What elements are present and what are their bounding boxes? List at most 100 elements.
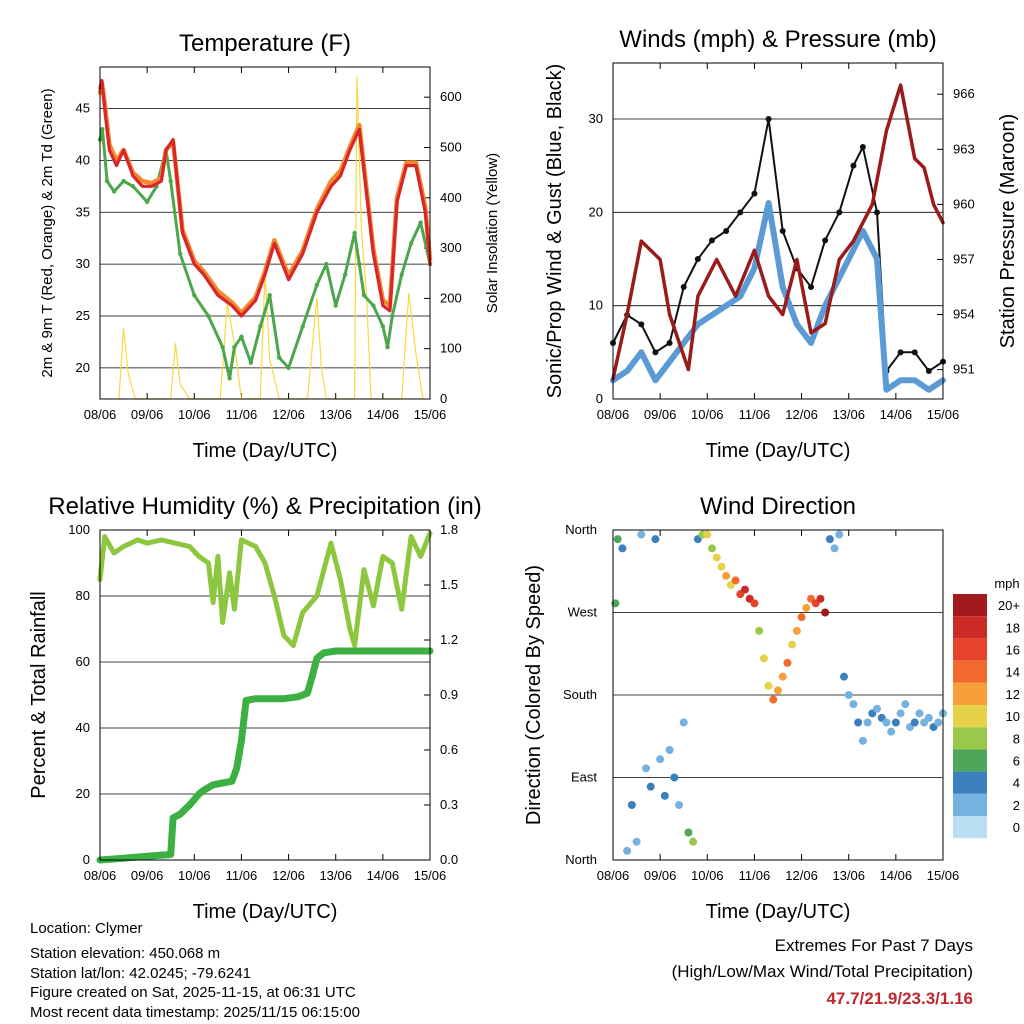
x-tick-label: 13/06 <box>832 407 865 422</box>
x-tick-label: 14/06 <box>880 868 913 883</box>
direction-point <box>613 535 622 544</box>
dewpoint-point <box>408 241 414 246</box>
y2-tick-label: 0 <box>440 391 447 406</box>
dewpoint-point <box>286 365 291 371</box>
gust-point <box>822 237 829 244</box>
direction-point <box>901 700 910 709</box>
direction-point <box>778 672 787 681</box>
x-tick-label: 13/06 <box>319 407 352 422</box>
direction-point <box>764 681 773 690</box>
dewpoint-point <box>248 360 254 365</box>
dewpoint-point <box>399 272 404 277</box>
direction-point <box>792 626 801 635</box>
direction-point <box>887 727 896 736</box>
chart-title: Wind Direction <box>700 493 856 520</box>
y-tick-label: 100 <box>68 522 90 537</box>
y-tick-label: 40 <box>76 720 90 735</box>
direction-point <box>618 544 627 553</box>
y-tick-label: West <box>568 605 598 620</box>
dewpoint-point <box>130 184 136 189</box>
legend-swatch <box>953 727 987 750</box>
dewpoint-point <box>418 220 423 225</box>
precipitation-line <box>96 647 434 864</box>
dewpoint-point <box>144 199 150 205</box>
direction-point <box>665 746 674 754</box>
dewpoint-point <box>121 178 126 184</box>
gust-point <box>723 228 730 234</box>
x-tick-label: 15/06 <box>927 407 960 422</box>
legend-label: 4 <box>1013 776 1020 791</box>
direction-point <box>708 544 716 553</box>
y-tick-label: 35 <box>76 204 90 219</box>
direction-point <box>717 562 726 571</box>
direction-point <box>769 695 778 704</box>
y-tick-label: 40 <box>76 152 90 167</box>
legend-swatch <box>953 705 987 728</box>
direction-point <box>849 700 858 709</box>
dewpoint-point <box>111 189 117 194</box>
direction-point <box>863 718 872 727</box>
x-tick-label: 12/06 <box>785 868 818 883</box>
x-tick-label: 09/06 <box>131 407 164 422</box>
y-axis-label: Sonic/Prop Wind & Gust (Blue, Black) <box>544 64 566 399</box>
legend-swatch <box>953 749 987 772</box>
direction-point <box>731 576 740 585</box>
gust-point <box>779 228 786 234</box>
direction-point <box>750 599 759 608</box>
legend-label: 18 <box>1006 620 1020 635</box>
y2-tick-label: 0.3 <box>440 797 458 812</box>
dewpoint-point <box>168 178 173 184</box>
y-tick-label: 0 <box>83 852 90 867</box>
direction-point <box>844 691 853 699</box>
direction-point <box>722 571 731 580</box>
gust-point <box>666 340 673 346</box>
direction-point <box>802 603 811 612</box>
direction-point <box>797 613 806 622</box>
direction-point <box>675 801 683 809</box>
y2-tick-label: 966 <box>953 86 975 101</box>
dewpoint-point <box>192 293 197 298</box>
direction-point <box>858 736 867 745</box>
legend-label: 16 <box>1006 643 1020 658</box>
x-tick-label: 10/06 <box>178 868 211 883</box>
plot-frame <box>612 529 944 861</box>
y2-tick-label: 400 <box>440 190 462 205</box>
x-axis-label: Time (Day/UTC) <box>706 901 851 923</box>
y-tick-label: North <box>565 522 597 537</box>
direction-point <box>934 718 943 727</box>
dewpoint-point <box>100 127 105 132</box>
legend-label: 6 <box>1013 754 1020 769</box>
legend-label: 8 <box>1013 731 1020 746</box>
y2-tick-label: 1.2 <box>440 632 458 647</box>
y2-tick-label: 1.8 <box>440 522 458 537</box>
gust-point <box>638 321 645 328</box>
x-tick-label: 11/06 <box>739 868 771 883</box>
gust-point <box>652 349 659 356</box>
extremes-subtitle: (High/Low/Max Wind/Total Precipitation) <box>672 962 973 981</box>
direction-point <box>627 801 636 809</box>
y-tick-label: 10 <box>589 298 603 313</box>
direction-point <box>816 594 825 603</box>
footer-location: Location: Clymer <box>30 920 143 937</box>
direction-point <box>689 837 698 846</box>
direction-point <box>651 535 660 544</box>
direction-point <box>712 553 721 562</box>
legend-swatch <box>953 660 987 683</box>
y-axis-label: Percent & Total Rainfall <box>28 591 50 799</box>
legend-swatch <box>953 771 987 794</box>
plot-frame <box>612 62 944 400</box>
direction-point <box>825 535 834 544</box>
gust-point <box>897 349 904 356</box>
dewpoint-point <box>177 251 183 256</box>
dewpoint-point <box>232 344 237 350</box>
x-tick-label: 14/06 <box>367 407 400 422</box>
x-tick-label: 15/06 <box>414 868 447 883</box>
chart-title: Temperature (F) <box>179 30 351 57</box>
direction-point <box>660 791 669 800</box>
x-tick-label: 08/06 <box>84 407 117 422</box>
x-tick-label: 09/06 <box>131 868 164 883</box>
x-tick-label: 14/06 <box>367 868 400 883</box>
legend-label: 20+ <box>998 598 1020 613</box>
dewpoint-point <box>206 313 211 319</box>
solar-insolation-line <box>118 76 424 400</box>
